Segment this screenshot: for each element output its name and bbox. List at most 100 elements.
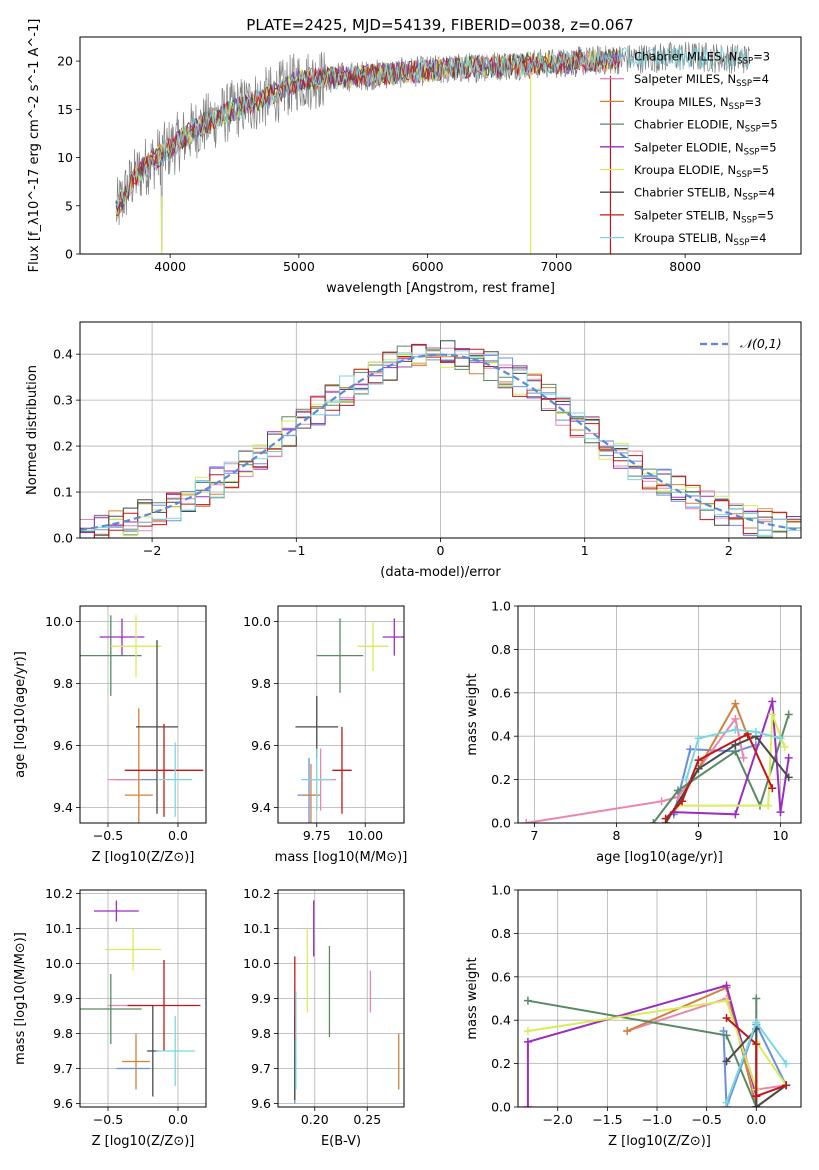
- x-tick-label: 0.0: [168, 1112, 188, 1127]
- x-tick-label: 7: [530, 828, 538, 843]
- x-axis-label: age [log10(age/yr)]: [596, 850, 723, 865]
- mass-weight-marker: [523, 1103, 532, 1107]
- x-tick-label: 4000: [154, 259, 186, 274]
- axes-frame: [277, 889, 405, 1108]
- panel-mass_weight_vs_Z: −2.0 −1.5 −1.0 −0.5 0.0 0.0 0.2 0.4 0.6 0.8 1.0 Z […: [465, 883, 802, 1149]
- panel-residuals: −2 −1 0 1 2 0.0 0.1 0.2 0.3 0.4 (data-model)/error…: [25, 321, 802, 580]
- x-tick-label: 8000: [669, 259, 701, 274]
- mass-weight-marker: [694, 756, 703, 765]
- x-axis-label: Z [log10(Z/Z⊙)]: [608, 1134, 711, 1149]
- plot-area: [80, 340, 801, 538]
- x-tick-label: −1.5: [592, 1112, 622, 1127]
- y-tick-label: 0.2: [491, 772, 511, 787]
- y-tick-label: 10.1: [45, 921, 73, 936]
- y-tick-label: 9.9: [251, 991, 271, 1006]
- x-tick-label: 6000: [412, 259, 444, 274]
- y-tick-label: 0.1: [53, 485, 73, 500]
- mass-weight-marker: [752, 1018, 761, 1027]
- mass-weight-marker: [523, 996, 532, 1005]
- mass-weight-marker: [731, 740, 740, 749]
- mass-weight-marker: [782, 1059, 791, 1068]
- mass-weight-marker: [776, 808, 785, 817]
- y-tick-label: 0.4: [53, 347, 73, 362]
- mass-weight-marker: [523, 1027, 532, 1036]
- mass-weight-marker: [722, 1014, 731, 1023]
- x-tick-label: −2.0: [543, 1112, 573, 1127]
- mass-weight-line: [526, 984, 758, 1107]
- x-axis-label: (data-model)/error: [380, 565, 501, 580]
- mass-weight-marker: [673, 786, 682, 795]
- mass-weight-marker: [752, 1040, 761, 1049]
- legend: Chabrier MILES, NSSP=3 Salpeter MILES, NS…: [600, 50, 778, 248]
- x-tick-label: −2: [143, 543, 161, 558]
- mass-weight-marker: [768, 784, 777, 793]
- panel-spectrum: 4000 5000 6000 7000 8000 0 5 10 15 20 wavelength […: [27, 19, 802, 296]
- mass-weight-marker: [731, 714, 740, 723]
- mass-weight-marker: [661, 814, 670, 823]
- x-axis-label: Z [log10(Z/Z⊙)]: [92, 850, 195, 865]
- y-axis-label: mass [log10(M/M⊙)]: [13, 932, 28, 1065]
- y-tick-label: 10.0: [243, 614, 271, 629]
- y-tick-label: 20: [57, 54, 73, 69]
- mass-weight-marker: [780, 743, 789, 752]
- mass-weight-line: [722, 1021, 787, 1107]
- figure-title: PLATE=2425, MJD=54139, FIBERID=0038, z=0…: [246, 16, 633, 34]
- mass-weight-marker: [752, 1103, 761, 1107]
- legend-label: Chabrier ELODIE, NSSP=5: [634, 118, 778, 135]
- y-axis-label: Normed distribution: [25, 365, 40, 495]
- x-tick-label: 10.00: [347, 828, 383, 843]
- x-tick-label: 0: [437, 543, 445, 558]
- y-tick-label: 10.2: [45, 886, 73, 901]
- x-tick-label: 0.20: [301, 1112, 329, 1127]
- y-tick-label: 9.6: [251, 738, 271, 753]
- y-tick-label: 9.9: [53, 991, 73, 1006]
- x-axis-label: wavelength [Angstrom, rest frame]: [326, 281, 555, 296]
- y-tick-label: 9.8: [53, 1026, 73, 1041]
- mass-weight-marker: [752, 994, 761, 1003]
- x-tick-label: 9.75: [303, 828, 331, 843]
- y-tick-label: 0.6: [491, 969, 511, 984]
- plot-area: [522, 697, 793, 823]
- y-tick-label: 9.6: [251, 1096, 271, 1111]
- y-tick-label: 0.8: [491, 926, 511, 941]
- legend-label: 𝒩(0,1): [740, 336, 782, 351]
- axes-frame: [517, 889, 802, 1108]
- mass-weight-marker: [784, 710, 793, 719]
- mass-weight-marker: [523, 1037, 532, 1046]
- x-tick-label: 0.0: [168, 828, 188, 843]
- panel-age_vs_mass: 9.75 10.00 9.4 9.6 9.8 10.0 mass [log10(M/M⊙)]: [243, 605, 407, 865]
- y-axis-label: age [log10(age/yr)]: [13, 651, 28, 778]
- y-tick-label: 9.8: [251, 1026, 271, 1041]
- legend-label: Kroupa STELIB, NSSP=4: [634, 231, 766, 248]
- y-tick-label: 0.4: [491, 1013, 511, 1028]
- y-tick-label: 10.0: [45, 614, 73, 629]
- mass-weight-marker: [752, 1092, 761, 1101]
- y-tick-label: 9.6: [53, 738, 73, 753]
- mass-weight-marker: [657, 797, 666, 806]
- spectrum-model-line: [115, 46, 750, 208]
- mass-weight-marker: [694, 734, 703, 743]
- y-tick-label: 9.7: [53, 1061, 73, 1076]
- axes-frame: [277, 605, 405, 824]
- y-tick-label: 9.4: [53, 800, 73, 815]
- x-tick-label: 10: [773, 828, 789, 843]
- x-tick-label: 7000: [540, 259, 572, 274]
- axes-frame: [79, 605, 207, 824]
- axes-frame: [517, 605, 802, 824]
- y-tick-label: 1.0: [491, 599, 511, 614]
- mass-weight-marker: [776, 734, 785, 743]
- x-tick-label: −1.0: [642, 1112, 672, 1127]
- y-tick-label: 9.8: [53, 676, 73, 691]
- x-tick-label: 1: [581, 543, 589, 558]
- mass-weight-marker: [722, 996, 731, 1005]
- spectrum-model-line: [115, 48, 621, 217]
- y-tick-label: 0.6: [491, 685, 511, 700]
- mass-weight-marker: [682, 775, 691, 784]
- y-tick-label: 0.4: [491, 729, 511, 744]
- x-tick-label: −0.5: [691, 1112, 721, 1127]
- legend-label: Kroupa ELODIE, NSSP=5: [634, 163, 769, 180]
- mass-weight-marker: [782, 1081, 791, 1090]
- y-tick-label: 10.0: [45, 956, 73, 971]
- y-axis-label: mass weight: [465, 957, 480, 1039]
